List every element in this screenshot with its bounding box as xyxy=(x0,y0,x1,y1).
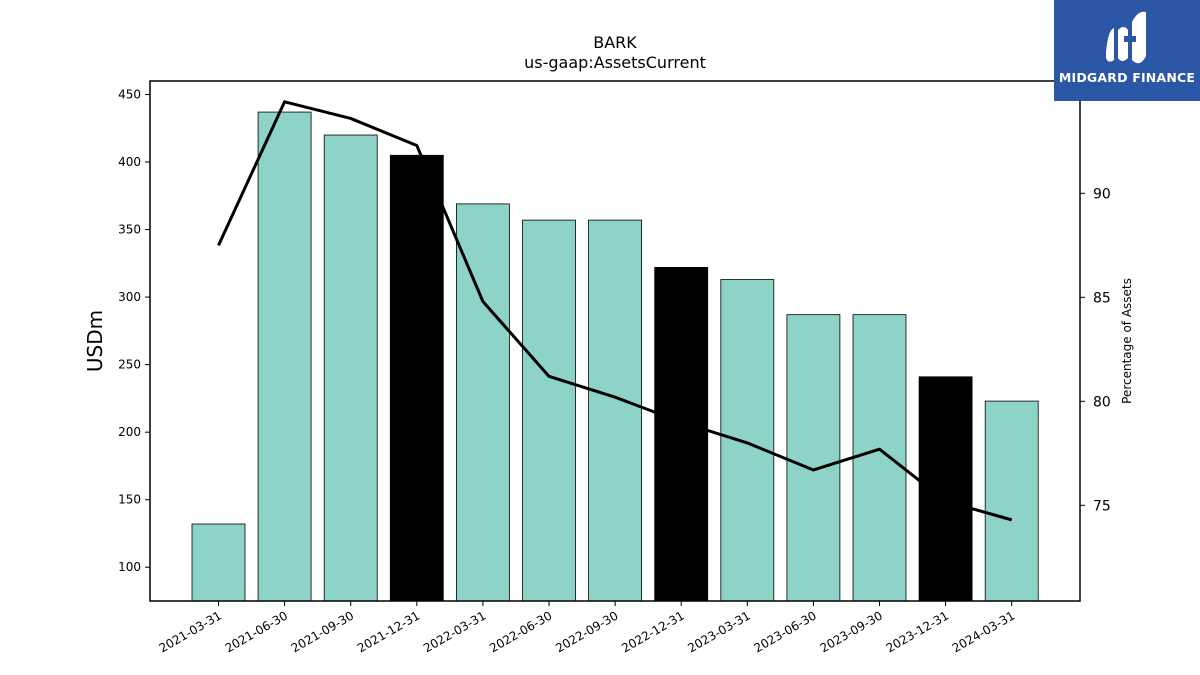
x-tick-label: 2022-12-31 xyxy=(619,608,686,655)
bar xyxy=(455,203,510,602)
y2-axis-label: Percentage of Assets xyxy=(1120,278,1134,404)
y-tick-label: 200 xyxy=(118,425,141,439)
bar xyxy=(786,314,841,602)
y-tick-label: 350 xyxy=(118,223,141,237)
bar xyxy=(257,111,312,602)
x-tick-label: 2021-09-30 xyxy=(289,608,356,655)
bar xyxy=(984,400,1039,602)
bars-group xyxy=(191,111,1039,602)
x-tick-label: 2022-06-30 xyxy=(487,608,554,655)
y-tick-label: 100 xyxy=(118,560,141,574)
x-tick-label: 2023-12-31 xyxy=(884,608,951,655)
bar xyxy=(323,134,378,602)
x-tick-label: 2021-03-31 xyxy=(157,608,224,655)
y2-tick-label: 90 xyxy=(1093,186,1111,202)
y-tick-label: 250 xyxy=(118,358,141,372)
chart-subtitle: us-gaap:AssetsCurrent xyxy=(524,53,706,72)
x-tick-label: 2023-06-30 xyxy=(751,608,818,655)
bar xyxy=(720,279,775,602)
bar xyxy=(654,266,709,602)
bar xyxy=(522,219,576,602)
y2-tick-label: 80 xyxy=(1093,394,1111,410)
y-tick-label: 300 xyxy=(118,290,141,304)
y2-tick-label: 75 xyxy=(1093,498,1111,514)
logo-text: MIDGARD FINANCE xyxy=(1058,70,1196,85)
x-tick-label: 2022-09-30 xyxy=(553,608,620,655)
x-tick-label: 2021-12-31 xyxy=(355,608,422,655)
bar xyxy=(588,219,642,602)
brand-logo: MIDGARD FINANCE xyxy=(1054,0,1200,101)
y2-tick-label: 85 xyxy=(1093,290,1111,306)
x-tick-label: 2022-03-31 xyxy=(421,608,488,655)
line-group xyxy=(217,100,1013,522)
midgard-logo-icon xyxy=(1106,11,1146,64)
percentage-line xyxy=(217,100,1013,522)
y-tick-label: 400 xyxy=(118,155,141,169)
chart-title: BARK xyxy=(593,33,637,52)
y-tick-label: 450 xyxy=(118,88,141,102)
x-tick-label: 2023-09-30 xyxy=(818,608,885,655)
bar xyxy=(389,154,444,602)
x-tick-label: 2021-06-30 xyxy=(223,608,290,655)
bar xyxy=(191,523,246,602)
bar xyxy=(918,376,973,602)
y-axis-label: USDm xyxy=(83,310,107,372)
y-tick-label: 150 xyxy=(118,493,141,507)
x-tick-label: 2023-03-31 xyxy=(685,608,752,655)
bar xyxy=(852,314,907,602)
x-tick-label: 2024-03-31 xyxy=(950,608,1017,655)
